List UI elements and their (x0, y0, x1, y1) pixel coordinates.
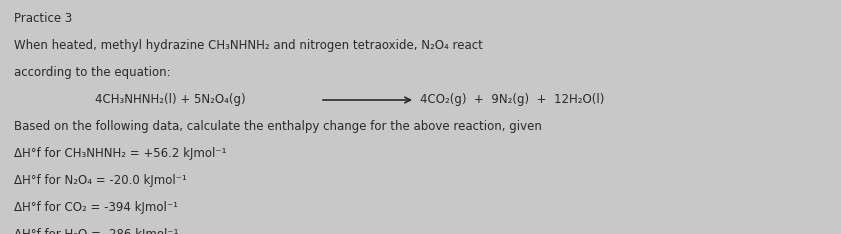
Text: ΔH°f for H₂O = -286 kJmol⁻¹: ΔH°f for H₂O = -286 kJmol⁻¹ (14, 228, 178, 234)
Text: Practice 3: Practice 3 (14, 12, 72, 25)
Text: Based on the following data, calculate the enthalpy change for the above reactio: Based on the following data, calculate t… (14, 120, 542, 133)
Text: ΔH°f for N₂O₄ = -20.0 kJmol⁻¹: ΔH°f for N₂O₄ = -20.0 kJmol⁻¹ (14, 174, 187, 187)
Text: 4CH₃NHNH₂(l) + 5N₂O₄(g): 4CH₃NHNH₂(l) + 5N₂O₄(g) (95, 93, 246, 106)
Text: 4CO₂(g)  +  9N₂(g)  +  12H₂O(l): 4CO₂(g) + 9N₂(g) + 12H₂O(l) (420, 93, 605, 106)
Text: ΔH°f for CH₃NHNH₂ = +56.2 kJmol⁻¹: ΔH°f for CH₃NHNH₂ = +56.2 kJmol⁻¹ (14, 147, 226, 160)
Text: according to the equation:: according to the equation: (14, 66, 171, 79)
Text: ΔH°f for CO₂ = -394 kJmol⁻¹: ΔH°f for CO₂ = -394 kJmol⁻¹ (14, 201, 178, 214)
Text: When heated, methyl hydrazine CH₃NHNH₂ and nitrogen tetraoxide, N₂O₄ react: When heated, methyl hydrazine CH₃NHNH₂ a… (14, 39, 483, 52)
